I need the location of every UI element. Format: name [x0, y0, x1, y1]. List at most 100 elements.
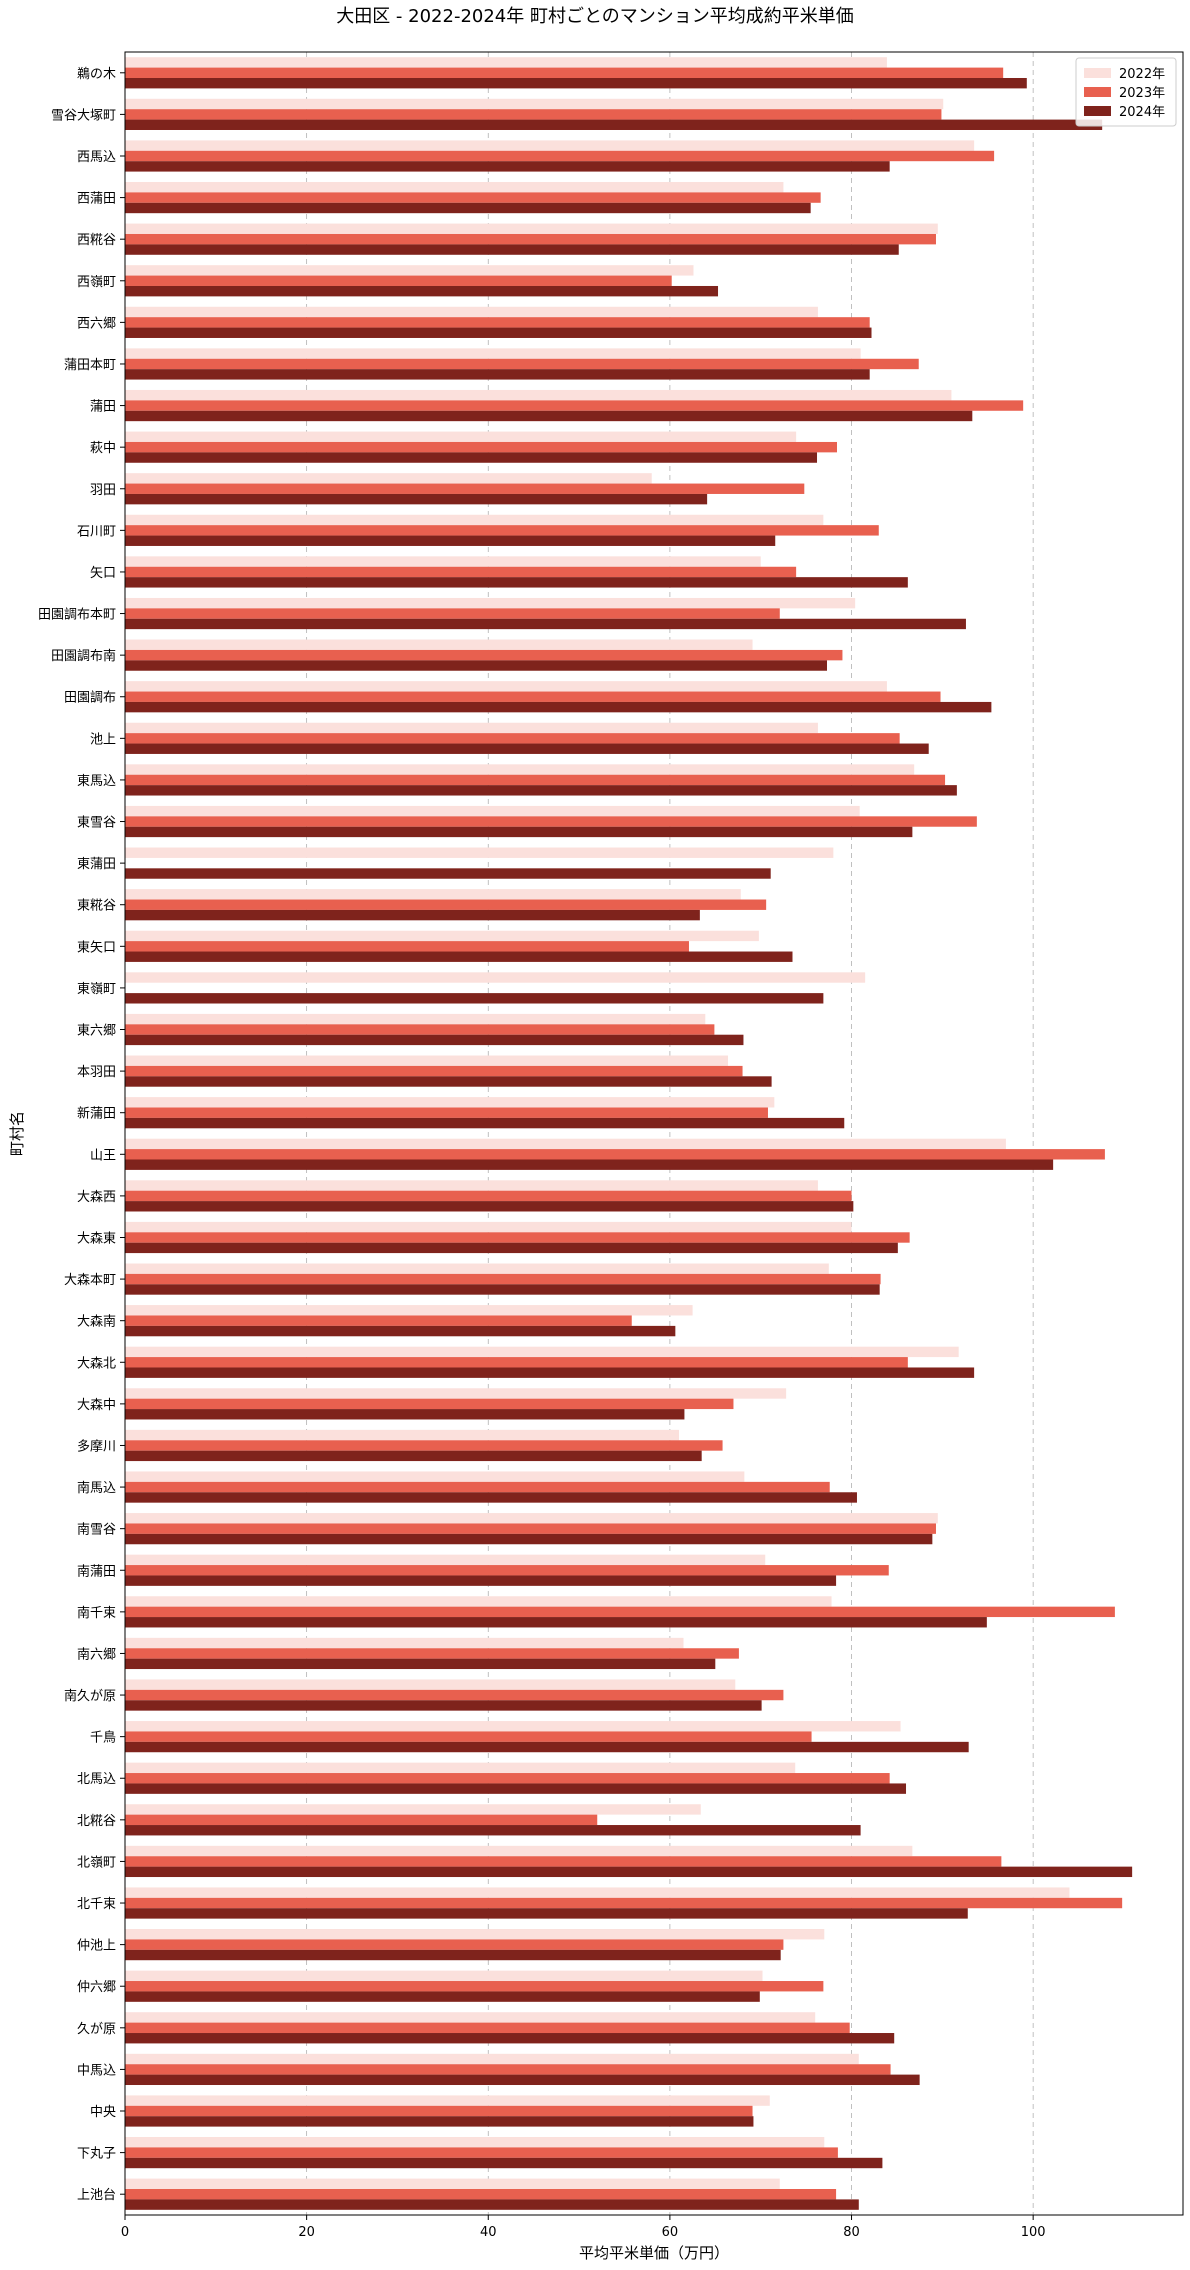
chart-title: 大田区 - 2022-2024年 町村ごとのマンション平均成約平米単価	[336, 6, 854, 27]
y-tick-label: 田園調布	[64, 691, 116, 706]
bar	[125, 2147, 838, 2158]
bar	[125, 400, 1024, 411]
bar	[125, 493, 708, 505]
bar	[125, 1523, 936, 1534]
bar	[125, 327, 872, 338]
bar	[125, 514, 824, 526]
bar	[125, 473, 652, 484]
y-tick-label: 仲池上	[77, 1939, 116, 1954]
bar	[125, 1606, 1115, 1618]
y-tick-label: 多摩川	[77, 1438, 116, 1454]
bar	[125, 1825, 861, 1836]
bar	[125, 816, 977, 827]
bar	[125, 1773, 890, 1784]
bar	[125, 2022, 850, 2034]
y-tick-label: 南雪谷	[77, 1522, 116, 1538]
bar	[125, 1970, 763, 1982]
y-tick-label: 北嶺町	[77, 1855, 116, 1870]
bar	[125, 1866, 1133, 1878]
y-tick-label: 矢口	[90, 566, 116, 581]
y-tick-label: 大森中	[77, 1398, 116, 1413]
bar	[125, 57, 887, 68]
y-tick-label: 北馬込	[77, 1772, 116, 1787]
bar	[125, 306, 818, 318]
bar	[125, 1596, 832, 1607]
bar	[125, 1367, 975, 1378]
bar	[125, 1149, 1105, 1160]
y-tick-label: 西糀谷	[77, 233, 116, 248]
bar	[125, 1076, 772, 1087]
y-tick-label: 下丸子	[77, 2147, 116, 2162]
y-tick-label: 東馬込	[77, 773, 116, 789]
y-tick-label: 新蒲田	[77, 1106, 116, 1122]
bar	[125, 1991, 760, 2002]
y-tick-label: 西六郷	[77, 316, 116, 331]
bar	[125, 785, 957, 796]
bar	[125, 1731, 812, 1742]
bar	[125, 1232, 910, 1243]
bar	[125, 1804, 701, 1815]
bar	[125, 1689, 784, 1701]
bar	[125, 733, 900, 744]
bar	[125, 2095, 770, 2106]
bar	[125, 1565, 889, 1576]
bar	[125, 691, 941, 702]
y-tick-label: 仲六郷	[77, 1980, 116, 1995]
y-axis-ticks: 鵜の木雪谷大塚町西馬込西蒲田西糀谷西嶺町西六郷蒲田本町蒲田萩中羽田石川町矢口田園…	[38, 67, 125, 2203]
bar	[125, 597, 856, 609]
y-tick-label: 南蒲田	[77, 1563, 116, 1579]
bar	[125, 2137, 825, 2148]
x-tick-label: 60	[662, 2225, 679, 2240]
bar	[125, 1357, 908, 1368]
bar	[125, 161, 890, 172]
x-tick-label: 20	[298, 2225, 315, 2240]
bar	[125, 1346, 959, 1358]
bar	[125, 774, 946, 786]
x-tick-label: 80	[843, 2225, 860, 2240]
bar	[125, 1721, 901, 1732]
plot-frame	[124, 51, 1184, 2216]
bar	[125, 743, 929, 754]
y-tick-label: 鵜の木	[77, 67, 116, 82]
bar	[125, 389, 952, 401]
bar	[125, 535, 776, 546]
bar	[125, 1398, 734, 1410]
legend: 2022年 2023年 2024年	[1075, 57, 1177, 127]
bar	[125, 764, 915, 775]
bar	[125, 77, 1027, 89]
bar	[125, 192, 821, 203]
bar	[125, 1762, 796, 1774]
bar	[125, 1190, 852, 1202]
bar	[125, 1887, 1070, 1898]
bar	[125, 1450, 702, 1462]
x-axis-ticks: 0 20 40 60 80 100	[121, 2215, 1046, 2240]
y-tick-label: 千鳥	[90, 1731, 116, 1746]
y-tick-label: 東糀谷	[77, 898, 116, 914]
bar	[125, 1097, 775, 1108]
bars	[125, 57, 1133, 2210]
bar	[125, 452, 818, 463]
y-tick-label: 雪谷大塚町	[51, 108, 116, 123]
bar	[125, 1429, 679, 1441]
y-tick-label: 西馬込	[77, 150, 116, 165]
y-tick-label: 大森本町	[64, 1273, 116, 1288]
bar	[125, 431, 797, 442]
bar	[125, 1034, 744, 1046]
x-tick-label: 40	[480, 2225, 497, 2240]
bar	[125, 67, 1004, 78]
y-tick-label: 久が原	[77, 2022, 116, 2037]
bar	[125, 1221, 852, 1233]
y-tick-label: 蒲田本町	[64, 358, 116, 373]
bar	[125, 1180, 818, 1191]
bar	[125, 951, 793, 962]
bar	[125, 1575, 837, 1586]
bar	[125, 244, 899, 255]
y-tick-label: 蒲田	[90, 400, 116, 415]
bar	[125, 1273, 881, 1285]
bar	[125, 556, 761, 567]
bar	[125, 1814, 598, 1826]
y-tick-label: 中央	[90, 2105, 116, 2120]
y-tick-label: 山王	[90, 1148, 116, 1163]
